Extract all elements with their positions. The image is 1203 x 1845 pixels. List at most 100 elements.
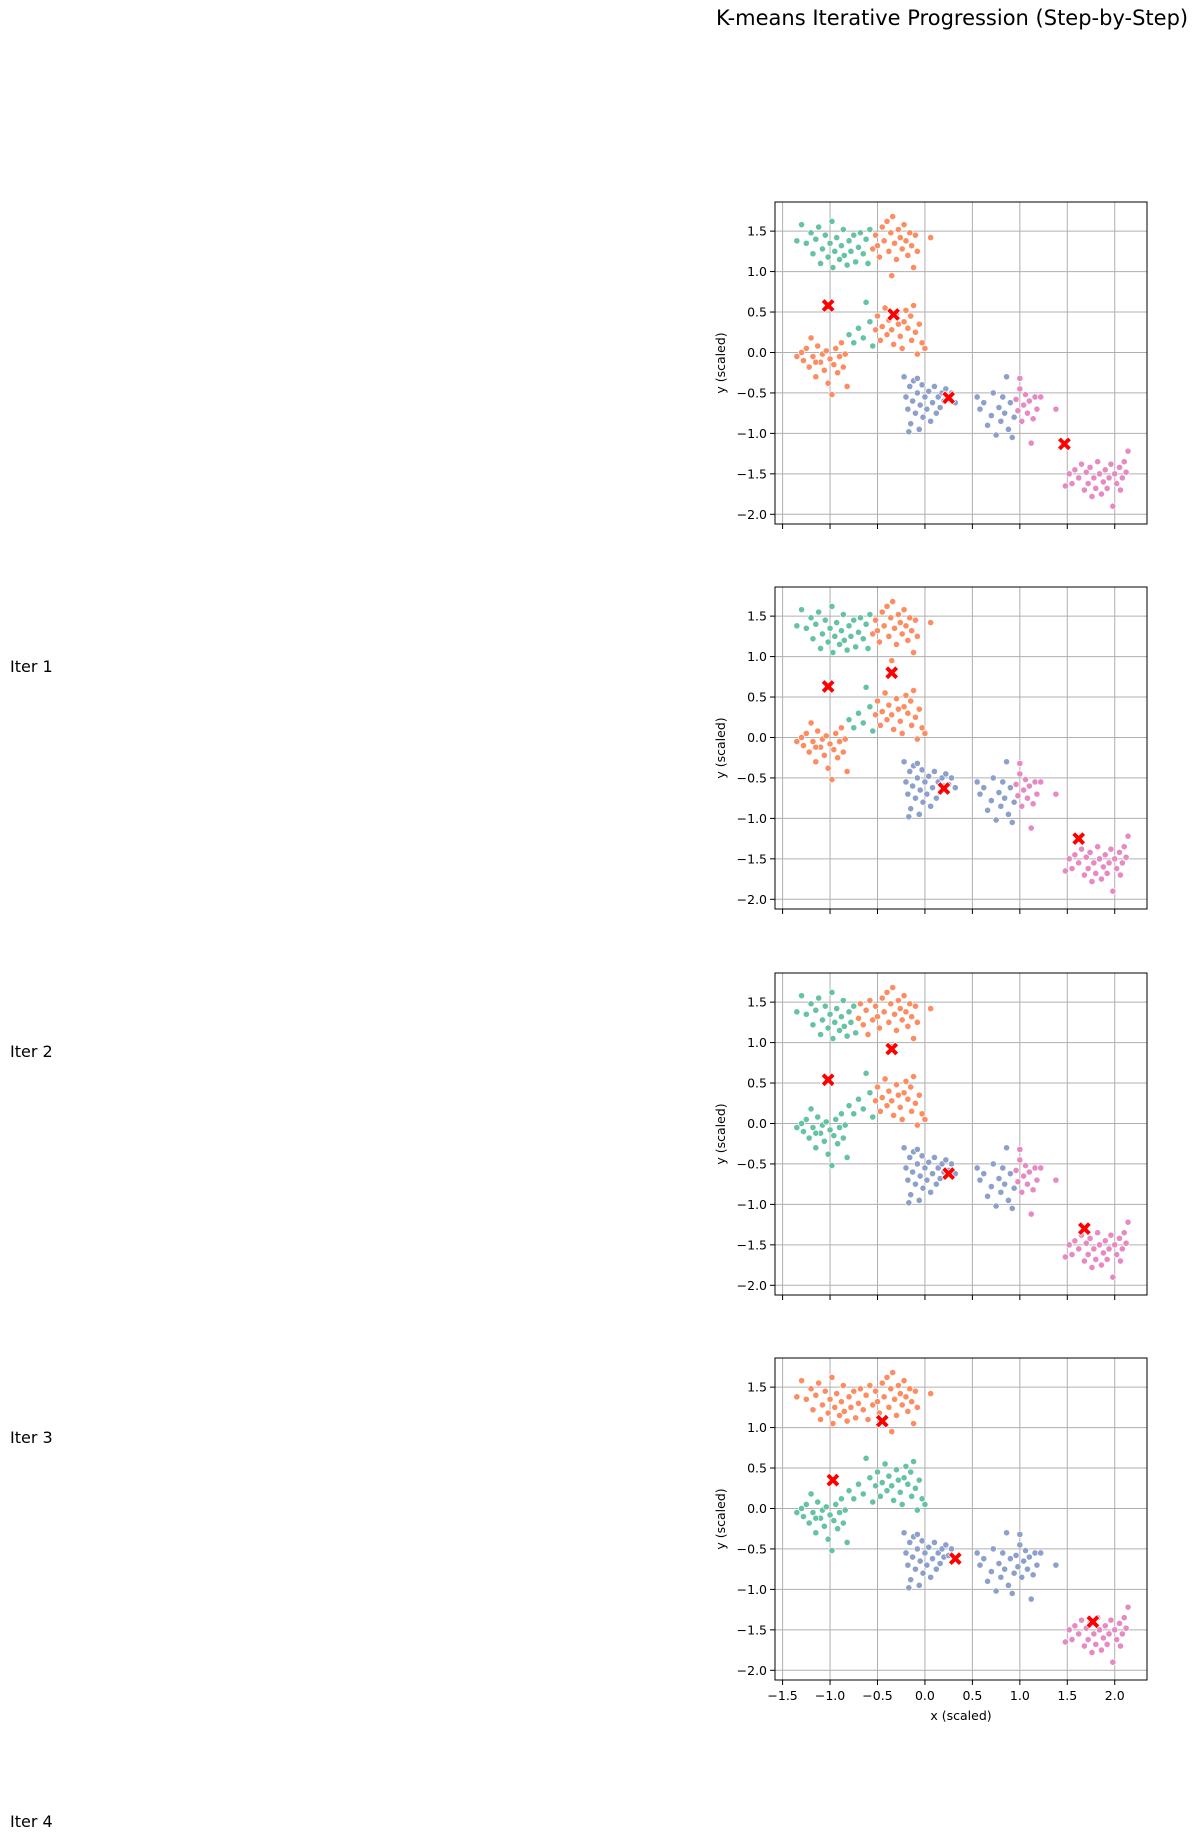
data-point-c3-39 (999, 393, 1007, 401)
data-point-c1-17 (838, 242, 845, 250)
data-point-c1-15 (833, 619, 841, 626)
data-point-c1-40 (828, 1162, 836, 1169)
data-point-c2-53 (913, 1403, 921, 1411)
data-point-c1-1 (798, 1505, 805, 1512)
data-point-c1-30 (866, 226, 874, 233)
data-point-c3-30 (973, 1164, 981, 1172)
data-point-c3-45 (1010, 413, 1018, 421)
data-point-c1-55 (921, 1501, 929, 1508)
data-point-c2-31 (869, 1401, 877, 1409)
data-point-c4-4 (1020, 1172, 1028, 1180)
data-point-c4-9 (1029, 1186, 1037, 1194)
data-point-c4-15 (1065, 1241, 1073, 1249)
y-tick-label-2: −1.0 (737, 426, 767, 441)
data-point-c4-6 (1024, 409, 1031, 417)
data-point-c1-36 (881, 1460, 889, 1468)
data-point-c3-37 (995, 404, 1003, 411)
data-point-c3-1 (902, 1164, 910, 1172)
data-point-c2-8 (874, 1013, 881, 1021)
data-point-c1-17 (838, 627, 845, 635)
data-point-c3-37 (995, 1560, 1003, 1567)
data-point-c4-33 (1105, 859, 1113, 867)
data-point-c2-25 (855, 1399, 862, 1407)
data-point-c2-69 (912, 328, 919, 336)
data-point-c2-0 (869, 630, 877, 638)
data-point-c4-25 (1120, 1614, 1128, 1622)
data-point-c2-20 (910, 264, 917, 271)
data-point-c3-19 (932, 1180, 940, 1188)
centroid-marker-3 (936, 781, 952, 796)
data-point-c3-30 (973, 393, 981, 401)
data-point-c1-27 (855, 1480, 862, 1488)
data-point-c2-9 (889, 598, 897, 605)
data-point-c2-2 (874, 242, 881, 250)
data-point-c3-29 (913, 1530, 921, 1538)
data-point-c1-5 (812, 235, 820, 243)
data-point-c2-12 (828, 1374, 836, 1381)
data-point-c1-23 (843, 1539, 851, 1546)
data-point-c4-27 (1094, 843, 1102, 851)
data-point-c2-55 (883, 716, 891, 724)
data-point-c3-11 (918, 381, 926, 389)
data-point-c2-54 (881, 689, 889, 697)
data-point-c1-36 (866, 318, 874, 326)
data-point-c2-15 (900, 221, 908, 229)
data-point-c2-16 (902, 622, 910, 630)
y-tick-label-7: 1.5 (747, 1380, 767, 1395)
data-point-c3-30 (973, 1549, 981, 1557)
data-point-c3-41 (1003, 1529, 1010, 1537)
data-point-c2-5 (866, 997, 874, 1004)
data-point-c1-32 (872, 1482, 879, 1490)
data-point-c2-68 (910, 302, 917, 309)
data-point-c4-5 (1022, 776, 1029, 783)
data-point-c4-16 (1101, 1622, 1109, 1630)
data-point-c1-33 (855, 709, 862, 717)
data-point-c2-26 (798, 349, 805, 356)
data-point-c1-21 (839, 1519, 847, 1527)
data-point-c4-34 (1107, 845, 1115, 853)
data-point-c3-7 (912, 1180, 919, 1188)
data-point-c4-10 (1031, 393, 1039, 401)
data-point-c3-15 (925, 1543, 933, 1551)
data-point-c2-47 (907, 1083, 915, 1091)
data-point-c2-16 (836, 1412, 843, 1419)
data-point-c2-1 (872, 616, 879, 624)
data-point-c3-5 (909, 397, 917, 405)
data-point-c3-8 (913, 774, 921, 782)
data-point-c2-14 (887, 1000, 895, 1008)
data-point-c1-8 (814, 1498, 822, 1506)
data-point-c3-47 (1014, 1563, 1022, 1571)
data-point-c1-16 (830, 1517, 838, 1525)
data-point-c4-38 (1116, 848, 1123, 856)
data-point-c1-3 (807, 229, 815, 237)
data-point-c3-33 (984, 806, 991, 814)
data-point-c1-56 (869, 1113, 877, 1121)
data-point-c4-44 (1117, 871, 1124, 879)
data-point-c1-30 (866, 611, 874, 618)
data-point-c2-3 (862, 1006, 870, 1014)
data-point-c1-26 (857, 229, 864, 237)
data-point-c4-30 (1099, 863, 1107, 871)
data-point-c3-28 (905, 813, 913, 821)
data-point-c2-23 (888, 657, 896, 665)
data-point-c3-13 (921, 778, 929, 786)
data-point-c2-2 (859, 1021, 867, 1029)
data-point-c3-42 (1005, 1581, 1012, 1589)
data-point-c4-41 (1122, 1239, 1130, 1247)
data-point-c4-40 (1120, 1229, 1128, 1237)
centroid-marker-1 (825, 1472, 841, 1488)
data-point-c3-28 (905, 1199, 913, 1207)
data-point-c3-13 (921, 1549, 929, 1557)
data-point-c2-2 (802, 1395, 810, 1403)
data-point-c4-15 (1065, 470, 1073, 478)
data-point-c2-18 (894, 997, 902, 1004)
data-point-c1-35 (862, 683, 870, 691)
data-point-c1-25 (855, 628, 862, 636)
data-point-c4-22 (1084, 480, 1092, 487)
data-point-c2-33 (876, 1107, 884, 1115)
data-point-c3-34 (987, 797, 995, 804)
data-point-c2-46 (839, 748, 847, 756)
data-point-c1-13 (829, 649, 837, 656)
data-point-c4-10 (1090, 1630, 1098, 1638)
x-tick-label-2: −0.5 (862, 1688, 892, 1703)
